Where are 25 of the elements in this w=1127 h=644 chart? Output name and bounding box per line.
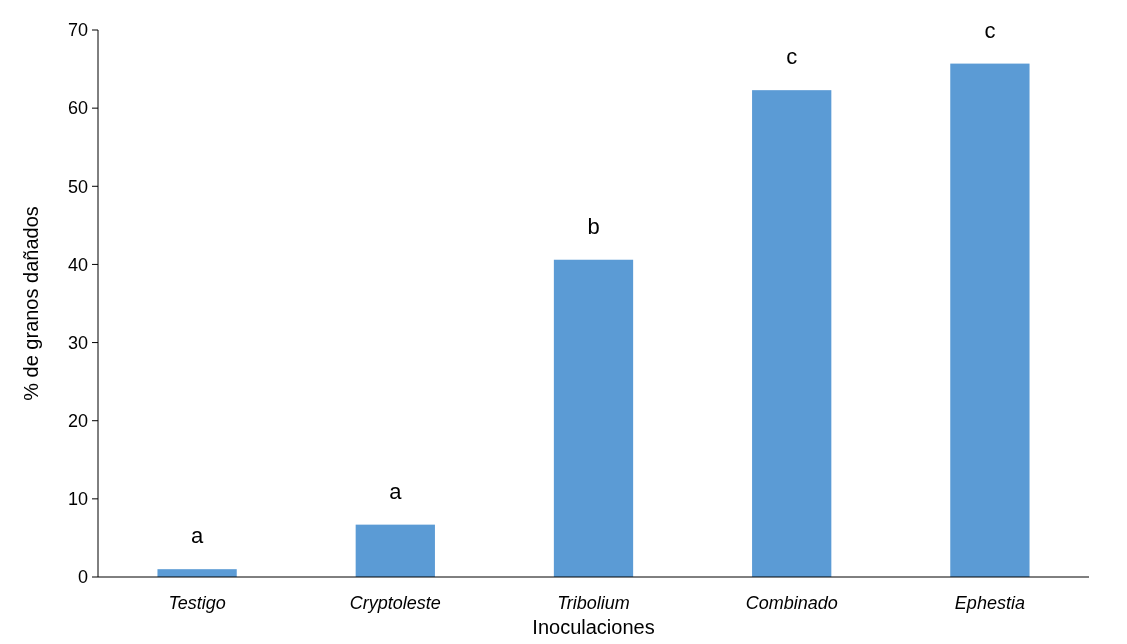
annotation: a (190, 523, 204, 549)
x-tick-label: Tribolium (557, 593, 630, 613)
y-tick-label: 0 (77, 567, 88, 588)
bar (950, 63, 1030, 577)
x-tick-label: Combinado (745, 593, 838, 613)
bar (157, 569, 237, 577)
bar (752, 90, 832, 577)
annotation: c (786, 44, 798, 70)
x-tick-label: Ephestia (954, 593, 1025, 613)
y-tick-label: 60 (67, 98, 88, 119)
y-tick-label: 30 (67, 332, 88, 353)
y-axis-title: % de granos dañados (20, 206, 42, 401)
x-axis-title: Inoculaciones (532, 616, 655, 638)
y-tick-label: 50 (67, 176, 88, 197)
y-tick-label: 70 (67, 20, 88, 41)
y-tick-label: 20 (67, 411, 88, 432)
annotation: b (587, 213, 600, 239)
annotation: a (389, 478, 403, 504)
bar (355, 524, 435, 577)
bar (553, 259, 634, 577)
x-tick-label: Testigo (168, 593, 226, 613)
y-tick-label: 10 (67, 489, 88, 510)
x-tick-label: Cryptoleste (349, 593, 441, 613)
y-tick-label: 40 (67, 254, 88, 275)
annotation: c (984, 17, 996, 43)
